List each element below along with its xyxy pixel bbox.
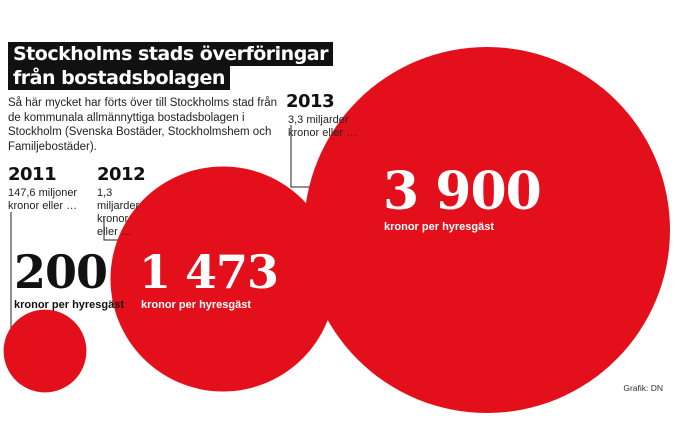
bubble-2011 xyxy=(3,309,87,393)
value-label-2011: 200 xyxy=(14,245,108,299)
unit-label-2012: kronor per hyresgäst xyxy=(141,299,252,311)
value-label-2013: 3 900 xyxy=(383,161,542,222)
total-label-2011: 147,6 miljoner kronor eller … xyxy=(8,187,78,212)
year-label-2012: 2012 xyxy=(97,164,146,185)
year-label-2013: 2013 xyxy=(286,91,335,112)
value-label-2012: 1 473 xyxy=(139,245,279,299)
year-label-2011: 2011 xyxy=(8,164,57,185)
chart-title-line-2: från bostadsbolagen xyxy=(8,66,230,90)
unit-label-2011: kronor per hyresgäst xyxy=(14,299,125,311)
total-label-2012: 1,3 miljarder kronor eller … xyxy=(97,187,140,238)
unit-label-2013: kronor per hyresgäst xyxy=(384,221,495,233)
credit: Grafik: DN xyxy=(623,383,663,393)
chart-title-line-1: Stockholms stads överföringar xyxy=(8,42,333,66)
bubble-2012 xyxy=(110,166,336,392)
total-label-2013: 3,3 miljarder kronor eller … xyxy=(288,114,358,139)
intro-text: Så här mycket har förts över till Stockh… xyxy=(8,97,278,153)
bubble-2013 xyxy=(304,47,670,413)
